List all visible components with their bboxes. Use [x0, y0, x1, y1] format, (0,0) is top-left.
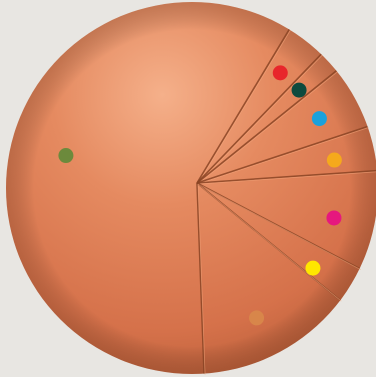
pie-disc: [6, 2, 376, 374]
slice-marker-4: [326, 152, 342, 168]
slice-marker-7: [249, 310, 265, 326]
slice-marker-2: [291, 82, 307, 98]
slice-dividers: [196, 29, 376, 375]
slice-divider-3: [196, 70, 337, 184]
slice-divider-4: [196, 125, 368, 184]
slice-divider-highlight-1: [197, 30, 291, 185]
slice-divider-highlight-8: [197, 183, 206, 375]
slice-marker-8: [58, 148, 74, 164]
slice-divider-highlight-6: [197, 183, 361, 270]
slice-divider-highlight-5: [197, 171, 376, 185]
slice-divider-8: [196, 182, 205, 374]
slice-divider-5: [196, 169, 376, 184]
slice-marker-5: [326, 210, 342, 226]
slice-divider-highlight-4: [197, 127, 369, 185]
slice-divider-highlight-7: [197, 183, 342, 302]
slice-divider-1: [196, 29, 290, 184]
slice-divider-highlight-2: [197, 54, 323, 185]
slice-markers: [58, 65, 342, 326]
slice-divider-highlight-3: [197, 71, 338, 185]
slice-marker-1: [272, 65, 288, 81]
slice-marker-6: [305, 260, 321, 276]
pie-rim-shade: [6, 2, 376, 374]
slice-marker-3: [311, 111, 327, 127]
slice-divider-2: [196, 53, 322, 184]
slice-divider-6: [196, 182, 361, 270]
